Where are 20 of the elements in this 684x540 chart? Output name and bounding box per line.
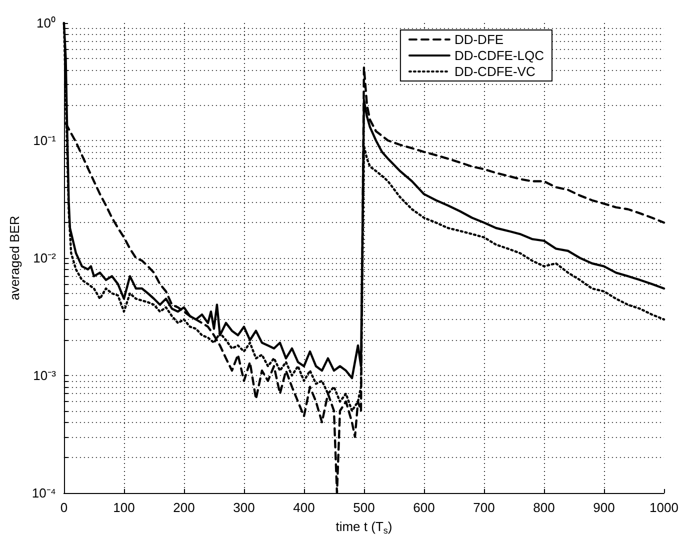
legend-label: DD-CDFE-VC bbox=[454, 64, 536, 79]
x-tick-label: 400 bbox=[293, 500, 315, 515]
y-axis-title: averaged BER bbox=[7, 216, 22, 300]
x-tick-label: 1000 bbox=[650, 500, 678, 515]
x-tick-label: 100 bbox=[113, 500, 135, 515]
y-tick-label: 10⁻² bbox=[33, 250, 57, 266]
y-tick-label: 10⁻³ bbox=[33, 368, 57, 383]
y-tick-label: 10⁻¹ bbox=[33, 133, 57, 148]
x-tick-label: 900 bbox=[593, 500, 615, 515]
x-tick-label: 600 bbox=[413, 500, 435, 515]
x-tick-label: 800 bbox=[533, 500, 555, 515]
y-tick-label: 10⁻⁴ bbox=[32, 486, 56, 500]
x-tick-label: 0 bbox=[60, 500, 68, 515]
x-tick-label: 700 bbox=[473, 500, 495, 515]
y-tick-label: 10⁰ bbox=[36, 16, 56, 30]
x-tick-label: 300 bbox=[233, 500, 255, 515]
legend-label: DD-DFE bbox=[454, 32, 504, 47]
x-tick-label: 500 bbox=[353, 500, 375, 515]
x-tick-label: 200 bbox=[173, 500, 195, 515]
legend-label: DD-CDFE-LQC bbox=[454, 48, 544, 63]
